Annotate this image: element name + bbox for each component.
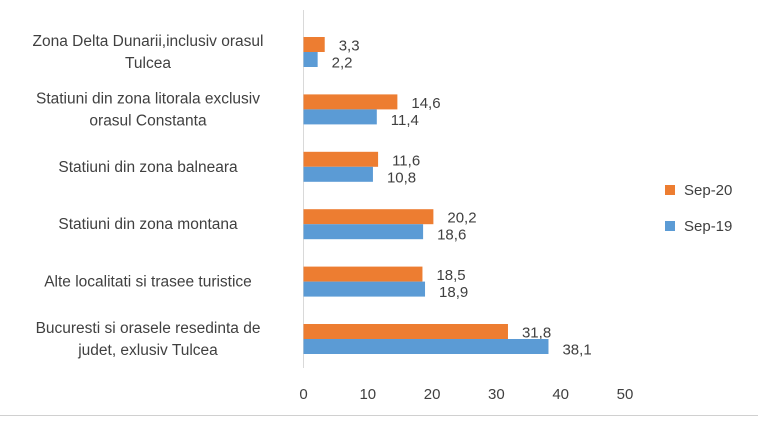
data-label: 18,5 xyxy=(436,267,465,284)
data-label: 2,2 xyxy=(332,55,353,72)
category-label: Bucuresti si orasele resedinta de xyxy=(36,320,261,337)
data-label: 31,8 xyxy=(522,325,551,342)
legend-label: Sep-19 xyxy=(684,218,732,235)
data-label: 20,2 xyxy=(447,210,476,227)
x-tick-label: 20 xyxy=(424,386,441,403)
legend-swatch-sep-20 xyxy=(665,185,675,195)
legend-swatch-sep-19 xyxy=(665,221,675,231)
bar-sep-19 xyxy=(303,166,373,182)
x-tick-label: 30 xyxy=(488,386,505,403)
data-label: 10,8 xyxy=(387,169,416,186)
category-label: Alte localitati si trasee turistice xyxy=(44,274,252,291)
bar-sep-20 xyxy=(303,37,325,52)
x-tick-label: 10 xyxy=(359,386,376,403)
bar-sep-19 xyxy=(303,339,549,354)
x-tick-label: 50 xyxy=(617,386,634,403)
category-label: orasul Constanta xyxy=(89,112,207,129)
category-label: Statiuni din zona montana xyxy=(58,216,238,233)
bar-sep-19 xyxy=(303,281,426,297)
data-label: 38,1 xyxy=(562,342,591,359)
category-label: Statiuni din zona litorala exclusiv xyxy=(36,90,260,107)
bar-sep-20 xyxy=(303,209,434,225)
bar-sep-19 xyxy=(303,224,424,240)
category-label: Zona Delta Dunarii,inclusiv orasul xyxy=(33,33,264,50)
bar-sep-19 xyxy=(303,52,318,67)
bar-sep-20 xyxy=(303,324,508,339)
bar-sep-20 xyxy=(303,94,398,110)
data-label: 18,9 xyxy=(439,284,468,301)
bar-sep-19 xyxy=(303,109,377,125)
x-tick-label: 0 xyxy=(299,386,307,403)
category-label: Tulcea xyxy=(125,55,171,72)
category-label: judet, exlusiv Tulcea xyxy=(77,342,218,359)
data-label: 3,3 xyxy=(339,38,360,55)
category-label: Statiuni din zona balneara xyxy=(58,159,238,176)
data-label: 14,6 xyxy=(411,95,440,112)
data-label: 11,6 xyxy=(392,152,420,169)
data-label: 18,6 xyxy=(437,227,466,244)
legend-label: Sep-20 xyxy=(684,182,732,199)
data-label: 11,4 xyxy=(391,112,419,129)
bar-sep-20 xyxy=(303,266,423,282)
bar-sep-20 xyxy=(303,151,379,167)
x-tick-label: 40 xyxy=(552,386,569,403)
